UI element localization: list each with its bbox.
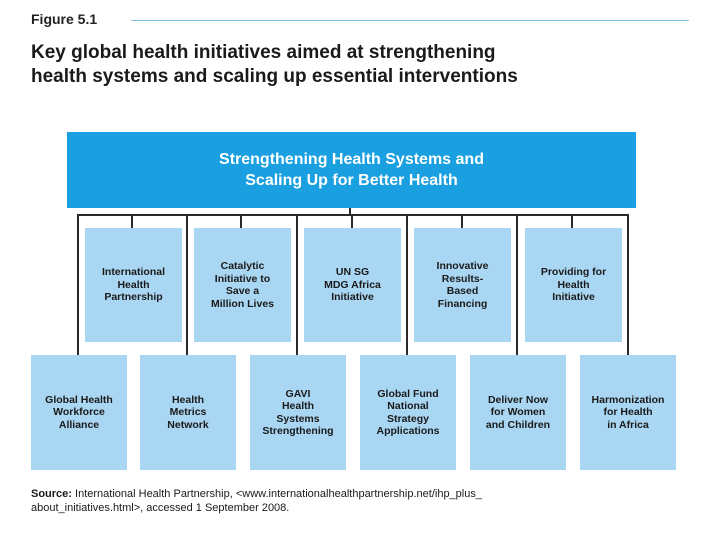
title-line-2: health systems and scaling up essential … bbox=[31, 66, 518, 87]
initiative-box: Innovative Results- Based Financing bbox=[414, 228, 511, 342]
source-text-1: International Health Partnership, <www.i… bbox=[71, 488, 482, 500]
initiative-box: UN SG MDG Africa Initiative bbox=[304, 228, 401, 342]
box-text-line: Based bbox=[446, 285, 479, 297]
box-text-line: Health bbox=[171, 393, 205, 406]
box-text-line: and Children bbox=[485, 418, 551, 431]
connector-lower-1 bbox=[77, 214, 79, 355]
initiative-box: GAVI Health Systems Strengthening bbox=[250, 355, 346, 470]
box-text-line: in Africa bbox=[607, 418, 649, 431]
box-text-line: Financing bbox=[437, 297, 488, 310]
box-text-line: Million Lives bbox=[210, 297, 274, 310]
initiative-box: Catalytic Initiative to Save a Million L… bbox=[194, 228, 291, 342]
box-text-line: National bbox=[387, 400, 429, 412]
connector-upper-5 bbox=[571, 214, 573, 228]
box-text-line: for Women bbox=[490, 406, 546, 419]
box-text-line: GAVI bbox=[285, 387, 311, 400]
box-text-line: Alliance bbox=[58, 418, 100, 431]
box-text-line: International bbox=[101, 266, 165, 279]
connector-lower-4 bbox=[406, 214, 408, 355]
figure-rule bbox=[131, 20, 689, 21]
box-text-line: Providing for bbox=[540, 266, 607, 279]
initiative-box: Deliver Now for Women and Children bbox=[470, 355, 566, 470]
connector-lower-5 bbox=[516, 214, 518, 355]
box-text-line: Health bbox=[281, 400, 315, 412]
source-note: Source: International Health Partnership… bbox=[31, 487, 691, 515]
box-text-line: Global Fund bbox=[377, 387, 439, 400]
box-text-line: Partnership bbox=[104, 291, 163, 304]
box-text-line: Health bbox=[557, 278, 590, 291]
title-line-1: Key global health initiatives aimed at s… bbox=[31, 42, 496, 63]
box-text-line: MDG Africa bbox=[324, 278, 381, 291]
initiative-box: Harmonization for Health in Africa bbox=[580, 355, 676, 470]
box-text-line: Deliver Now bbox=[487, 393, 549, 406]
box-text-line: Systems bbox=[276, 412, 320, 425]
box-text-line: Initiative to bbox=[214, 272, 271, 285]
center-connector bbox=[349, 208, 351, 215]
source-line-2: about_initiatives.html>, accessed 1 Sept… bbox=[31, 502, 290, 514]
box-text-line: Initiative bbox=[552, 291, 595, 304]
figure-label: Figure 5.1 bbox=[31, 11, 98, 27]
source-label: Source: bbox=[31, 488, 72, 500]
box-text-line: Harmonization bbox=[591, 393, 665, 406]
initiative-box: Global Fund National Strategy Applicatio… bbox=[360, 355, 456, 470]
top-box: Strengthening Health Systems and Scaling… bbox=[67, 132, 636, 208]
horizontal-bar bbox=[77, 214, 629, 216]
connector-lower-3 bbox=[296, 214, 298, 355]
top-box-line-1: Strengthening Health Systems and bbox=[219, 151, 484, 168]
box-text-line: for Health bbox=[603, 406, 653, 419]
box-text-line: Applications bbox=[376, 425, 440, 437]
initiative-box: Health Metrics Network bbox=[140, 355, 236, 470]
connector-upper-1 bbox=[131, 214, 133, 228]
box-text-line: Initiative bbox=[331, 291, 374, 304]
box-text-line: Metrics bbox=[169, 406, 207, 419]
box-text-line: Innovative bbox=[436, 260, 489, 272]
initiative-box: International Health Partnership bbox=[85, 228, 182, 342]
box-text-line: Health bbox=[117, 278, 150, 291]
box-text-line: Global Health bbox=[45, 393, 113, 406]
top-box-line-2: Scaling Up for Better Health bbox=[245, 172, 458, 189]
connector-lower-6 bbox=[627, 214, 629, 355]
box-text-line: Network bbox=[167, 418, 209, 431]
box-text-line: Strategy bbox=[386, 412, 429, 425]
connector-lower-2 bbox=[186, 214, 188, 355]
initiative-box: Providing for Health Initiative bbox=[525, 228, 622, 342]
box-text-line: Strengthening bbox=[262, 425, 334, 437]
box-text-line: Results- bbox=[441, 272, 484, 285]
box-text-line: Workforce bbox=[53, 406, 105, 419]
initiative-box: Global Health Workforce Alliance bbox=[31, 355, 127, 470]
box-text-line: Save a bbox=[225, 285, 260, 297]
figure-title: Key global health initiatives aimed at s… bbox=[31, 41, 691, 89]
connector-upper-4 bbox=[461, 214, 463, 228]
box-text-line: UN SG bbox=[335, 266, 370, 279]
connector-upper-3 bbox=[351, 214, 353, 228]
box-text-line: Catalytic bbox=[220, 260, 265, 272]
source-line-1: Source: International Health Partnership… bbox=[31, 487, 691, 501]
connector-upper-2 bbox=[240, 214, 242, 228]
